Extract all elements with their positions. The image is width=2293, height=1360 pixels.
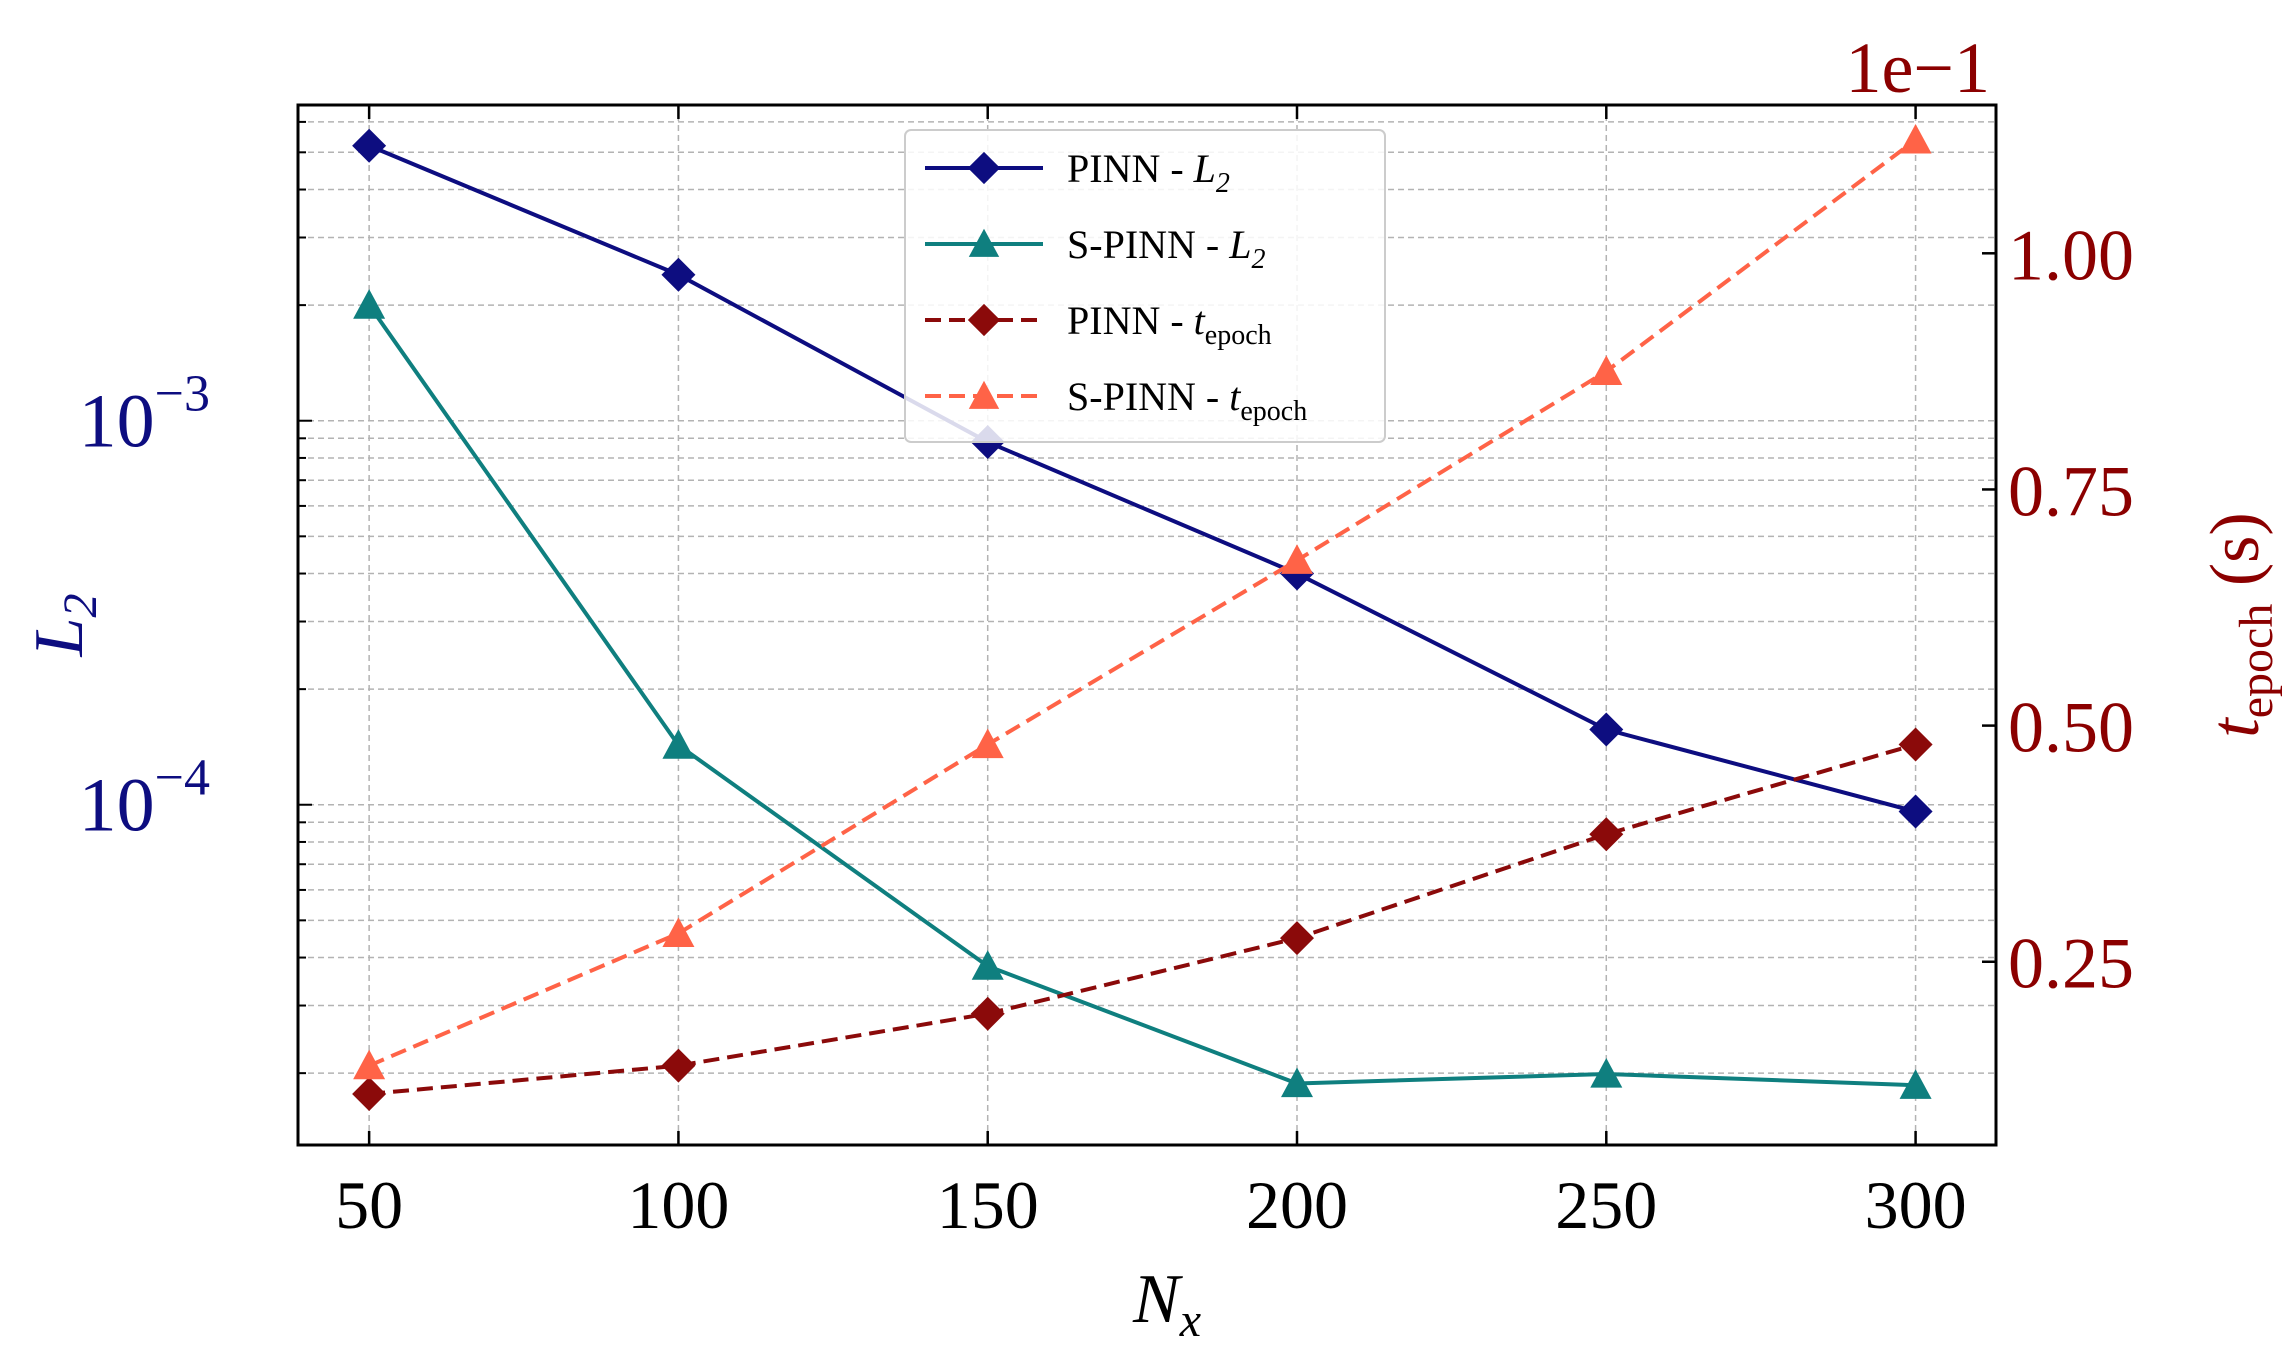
series-line [368, 742, 1917, 1096]
data-point [1898, 794, 1933, 829]
data-point [352, 128, 387, 163]
data-point [661, 257, 696, 292]
series-pinn-t-epoch [352, 727, 1933, 1111]
legend-marker [967, 303, 1001, 337]
right-tick-label: 1.00 [2008, 215, 2134, 295]
data-point [662, 729, 695, 759]
x-axis-title-main: N [1132, 1261, 1183, 1338]
data-point [1899, 123, 1932, 154]
x-axis-title: Nx [1132, 1261, 1201, 1347]
data-point [353, 1049, 386, 1080]
right-axis-title-unit: (s) [2197, 512, 2274, 603]
left-tick-label: 10−3 [79, 366, 210, 464]
left-axis-title: L2 [21, 594, 107, 658]
plot-frame [296, 103, 1998, 1147]
x-axis-title-sub: x [1179, 1294, 1201, 1347]
series-s-pinn-t-epoch [353, 123, 1932, 1080]
x-tick-label: 150 [937, 1167, 1039, 1243]
series-line [368, 138, 1917, 1068]
data-point [353, 289, 386, 319]
left-axis-title-main: L [21, 618, 98, 658]
legend-label-var: t [1229, 374, 1241, 419]
left-tick-base: 10 [79, 764, 155, 848]
data-series [352, 123, 1933, 1111]
data-point [971, 728, 1004, 759]
series-line [367, 303, 1916, 1088]
x-tick-label: 300 [1865, 1167, 1967, 1243]
data-point [1281, 1067, 1314, 1098]
data-point [661, 1048, 696, 1083]
x-tick-label: 250 [1555, 1167, 1657, 1243]
legend-entry: S-PINN - tepoch [925, 374, 1307, 427]
legend-label-var: t [1194, 298, 1206, 343]
right-axis-title: tepoch (s) [2197, 512, 2283, 737]
legend-label: PINN - L2 [1067, 146, 1230, 199]
data-point [971, 950, 1004, 980]
data-point [1281, 544, 1314, 574]
legend-label-sub: 2 [1216, 168, 1230, 199]
left-tick-exponent: −3 [155, 366, 210, 423]
data-point [1590, 355, 1623, 385]
series-s-pinn-l2 [353, 289, 1932, 1099]
right-axis-title-main: t [2197, 717, 2274, 738]
x-tick-label: 200 [1246, 1167, 1348, 1243]
data-point [1280, 921, 1315, 956]
axis-labels: 50 100 150 200 250 30010−310−40.250.500.751.0… [21, 28, 2283, 1347]
data-point [1589, 712, 1624, 747]
legend-label-main: PINN - [1067, 298, 1194, 343]
legend-label-main: S-PINN - [1067, 374, 1229, 419]
legend-marker [968, 380, 1000, 409]
legend-label-sub: epoch [1205, 320, 1272, 351]
legend-label-var: L [1228, 222, 1251, 267]
data-point [970, 996, 1005, 1031]
legend-label-sub: epoch [1240, 396, 1307, 427]
data-point [1899, 1069, 1932, 1099]
left-tick-base: 10 [79, 380, 155, 464]
legend-marker [967, 151, 1001, 185]
data-point [662, 917, 695, 948]
legend-label: S-PINN - L2 [1067, 222, 1265, 275]
legend-marker [968, 228, 1000, 257]
right-tick-label: 0.50 [2008, 688, 2134, 768]
right-tick-label: 0.25 [2008, 924, 2134, 1004]
left-tick-label: 10−4 [79, 750, 210, 848]
data-point [1589, 817, 1624, 852]
x-tick-label: 100 [627, 1167, 729, 1243]
data-point [1590, 1057, 1623, 1088]
legend-entry: PINN - L2 [925, 146, 1230, 199]
legend-label: S-PINN - tepoch [1067, 374, 1307, 427]
series-line [368, 143, 1917, 814]
right-tick-label: 0.75 [2008, 451, 2134, 531]
left-axis-title-sub: 2 [54, 594, 107, 618]
legend-label-main: PINN - [1067, 146, 1194, 191]
legend-entry: PINN - tepoch [925, 298, 1272, 351]
x-tick-label: 50 [335, 1167, 403, 1243]
left-tick-exponent: −4 [155, 750, 210, 807]
right-axis-title-sub: epoch [2230, 604, 2283, 719]
legend-label-sub: 2 [1251, 244, 1265, 275]
legend-entry: S-PINN - L2 [925, 222, 1265, 275]
data-point [352, 1076, 387, 1111]
right-axis-offset-text: 1e−1 [1845, 28, 1990, 108]
legend-label: PINN - tepoch [1067, 298, 1272, 351]
legend-box [904, 129, 1386, 443]
legend-label-var: L [1193, 146, 1216, 191]
data-point [1898, 727, 1933, 762]
legend-label-main: S-PINN - [1067, 222, 1229, 267]
